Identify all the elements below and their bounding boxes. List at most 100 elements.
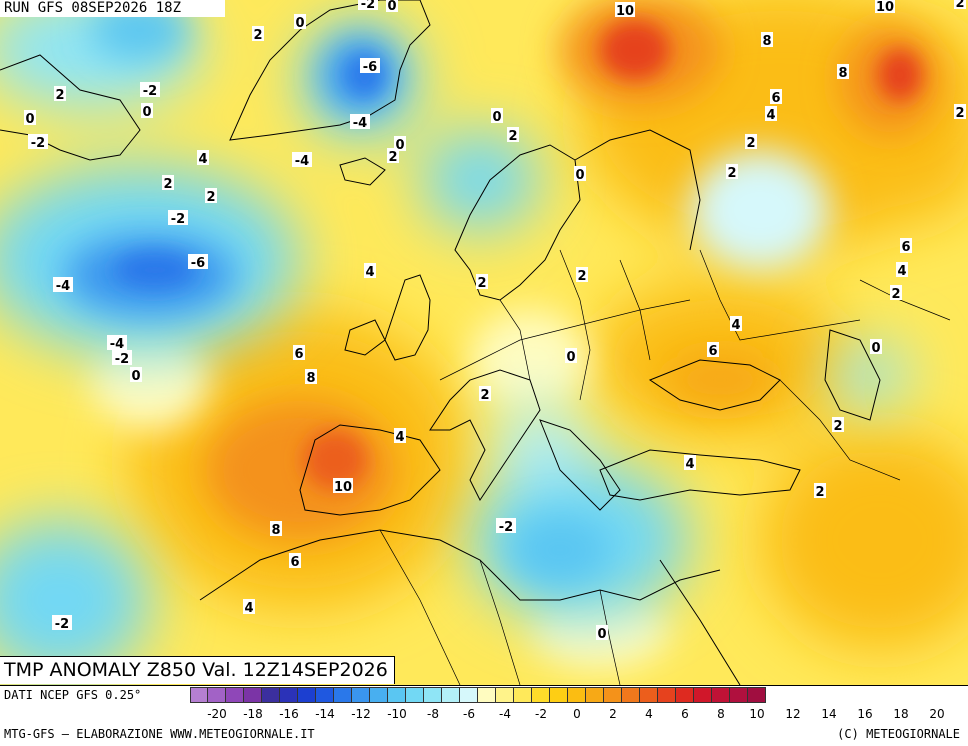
contour-label-bg bbox=[890, 285, 902, 300]
contour-label: -2 bbox=[143, 84, 157, 99]
legend-tick-label: -2 bbox=[535, 707, 547, 721]
contour-label-bg bbox=[292, 152, 312, 167]
contour-label: 2 bbox=[955, 0, 964, 11]
run-label: RUN GFS 08SEP2026 18Z bbox=[0, 0, 226, 17]
legend-tick-label: 0 bbox=[573, 707, 581, 721]
contour-label-bg bbox=[870, 339, 882, 354]
contour-label: 8 bbox=[838, 66, 847, 81]
contour-label: -4 bbox=[353, 116, 367, 131]
contour-label-bg bbox=[360, 58, 380, 73]
contour-label: 2 bbox=[833, 419, 842, 434]
contour-label-bg bbox=[53, 277, 73, 292]
north-africa-coast bbox=[199, 529, 721, 601]
contour-label: 4 bbox=[731, 318, 740, 333]
black-sea-coast bbox=[648, 359, 781, 411]
contour-label-bg bbox=[168, 210, 188, 225]
contour-label: 4 bbox=[766, 108, 775, 123]
legend-swatch bbox=[604, 687, 622, 703]
contour-label: 2 bbox=[480, 388, 489, 403]
contour-label-bg bbox=[496, 518, 516, 533]
contour-label: 4 bbox=[244, 601, 253, 616]
red-sea-coast bbox=[659, 559, 741, 685]
contour-label: 2 bbox=[206, 190, 215, 205]
contour-label-bg bbox=[684, 455, 696, 470]
contour-label-bg bbox=[289, 553, 301, 568]
contour-label: 2 bbox=[55, 88, 64, 103]
contour-label: -2 bbox=[499, 520, 513, 535]
legend-swatch bbox=[550, 687, 568, 703]
contour-label: 6 bbox=[708, 344, 717, 359]
contour-label: 2 bbox=[388, 150, 397, 165]
contour-label-bg bbox=[479, 386, 491, 401]
contour-label-bg bbox=[305, 369, 317, 384]
contour-label: 4 bbox=[395, 430, 404, 445]
contour-label: 2 bbox=[163, 177, 172, 192]
legend-swatch bbox=[658, 687, 676, 703]
contour-label: 6 bbox=[294, 347, 303, 362]
caspian-coast bbox=[824, 329, 881, 421]
legend-swatch bbox=[370, 687, 388, 703]
legend-swatch bbox=[712, 687, 730, 703]
contour-label-bg bbox=[476, 274, 488, 289]
contour-label: 2 bbox=[727, 166, 736, 181]
contour-label: 10 bbox=[876, 0, 894, 15]
contour-label-bg bbox=[140, 82, 160, 97]
legend-swatch bbox=[514, 687, 532, 703]
contour-label: 0 bbox=[295, 16, 304, 31]
data-source-text: DATI NCEP GFS 0.25° bbox=[4, 688, 142, 702]
footer: DATI NCEP GFS 0.25° -20 -18 -16 -14 -12 -10 -8… bbox=[0, 685, 968, 746]
legend-swatch bbox=[730, 687, 748, 703]
legend-swatch bbox=[694, 687, 712, 703]
legend-swatch bbox=[676, 687, 694, 703]
anomaly-map: 0 -2 0 2 10 10 -6 -4 8 8 6 4 2 2 -2 0 0 -2 2 -4 2 0 2 4 2 0 2 0 -2 -6… bbox=[0, 0, 968, 685]
contour-label: 4 bbox=[685, 457, 694, 472]
contour-label: 4 bbox=[198, 152, 207, 167]
contour-label: -6 bbox=[191, 256, 205, 271]
contour-label-bg bbox=[252, 26, 264, 41]
contour-label: 2 bbox=[955, 106, 964, 121]
contour-label-bg bbox=[333, 478, 353, 493]
legend-swatch bbox=[406, 687, 424, 703]
legend-tick-label: -12 bbox=[351, 707, 371, 721]
legend-swatch bbox=[226, 687, 244, 703]
contour-label: 0 bbox=[566, 350, 575, 365]
contour-label-bg bbox=[387, 148, 399, 163]
contour-label: -2 bbox=[55, 617, 69, 632]
legend-tick-label: -8 bbox=[427, 707, 439, 721]
contour-label: 2 bbox=[477, 276, 486, 291]
contour-label: 2 bbox=[508, 129, 517, 144]
legend-tick-label: -4 bbox=[499, 707, 511, 721]
legend-tick-label: 2 bbox=[609, 707, 617, 721]
legend-swatch bbox=[586, 687, 604, 703]
contour-label: 0 bbox=[131, 369, 140, 384]
contour-label-bg bbox=[293, 345, 305, 360]
contour-label-bg bbox=[358, 0, 378, 10]
contour-label: 2 bbox=[891, 287, 900, 302]
contour-label: -4 bbox=[110, 337, 124, 352]
ireland-coast bbox=[344, 319, 386, 356]
legend-tick-label: 14 bbox=[821, 707, 837, 721]
contour-label-bg bbox=[574, 166, 586, 181]
legend-tick-label: -14 bbox=[315, 707, 335, 721]
contour-label: 6 bbox=[771, 91, 780, 106]
legend-tick-label: -10 bbox=[387, 707, 407, 721]
contour-label: 0 bbox=[871, 341, 880, 356]
contour-label: -2 bbox=[115, 352, 129, 367]
legend-tick-label: 10 bbox=[749, 707, 765, 721]
contour-label-bg bbox=[394, 136, 406, 151]
italy-alps-coast bbox=[429, 369, 541, 501]
contour-label-bg bbox=[107, 335, 127, 350]
contour-label: 4 bbox=[897, 264, 906, 279]
legend-tick-label: -20 bbox=[207, 707, 227, 721]
legend-swatch bbox=[568, 687, 586, 703]
turkey-coast bbox=[599, 449, 801, 501]
legend-tick-label: 16 bbox=[857, 707, 873, 721]
contour-label-bg bbox=[141, 103, 153, 118]
contour-label-bg bbox=[364, 263, 376, 278]
map-title: TMP ANOMALY Z850 Val. 12Z14SEP2026 bbox=[0, 656, 395, 684]
contour-label-bg bbox=[205, 188, 217, 203]
contour-label-bg bbox=[188, 254, 208, 269]
contour-label-bg bbox=[294, 14, 306, 29]
legend-swatch bbox=[262, 687, 280, 703]
